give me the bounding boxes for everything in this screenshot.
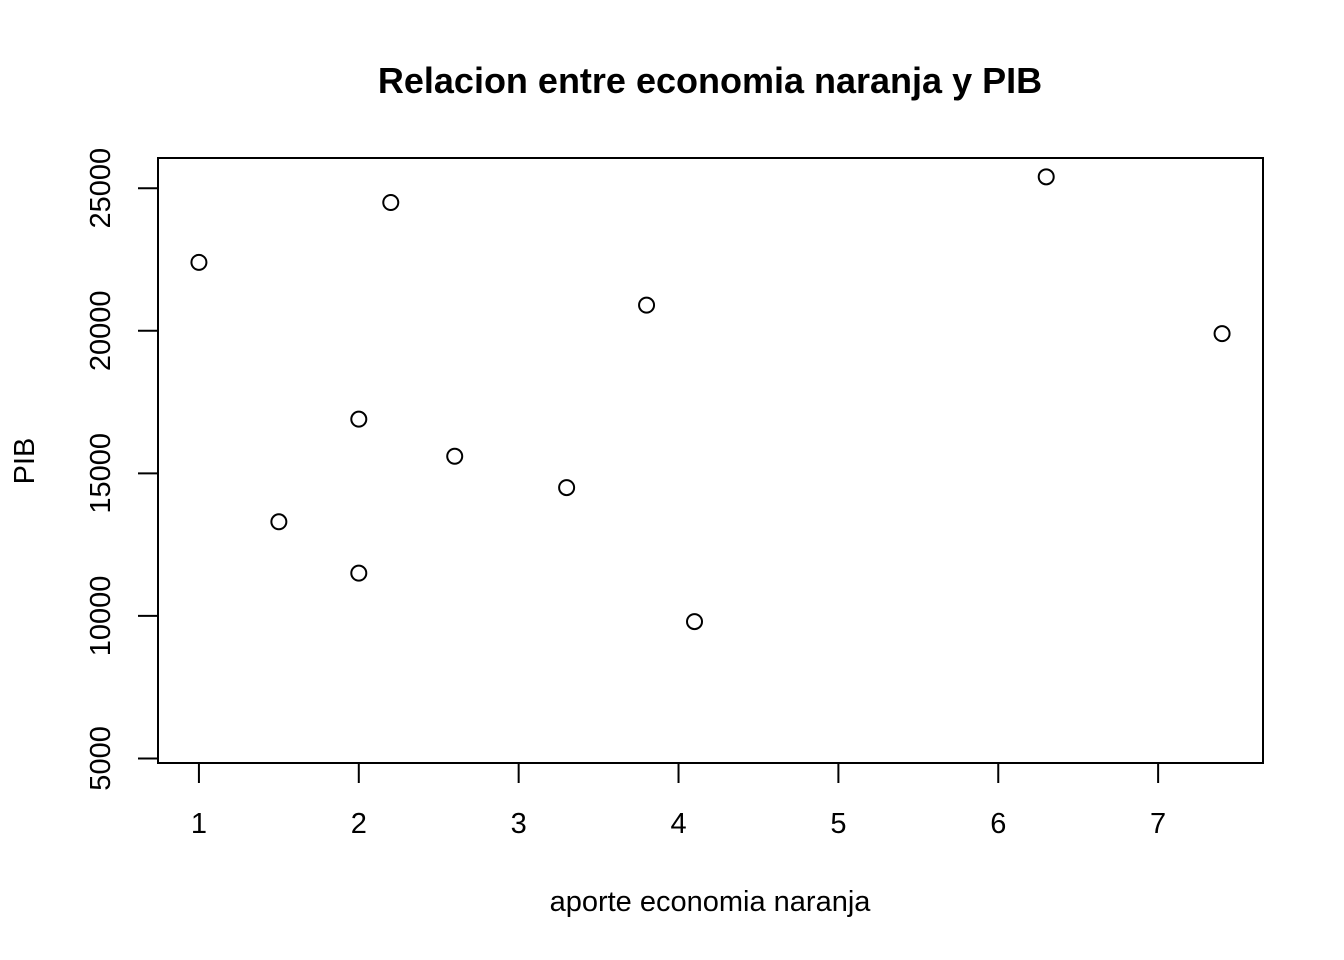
data-point xyxy=(446,447,464,465)
x-tick-label: 5 xyxy=(830,808,846,840)
x-axis: 1 2 3 4 5 6 7 xyxy=(191,762,1166,840)
y-tick-label: 20000 xyxy=(85,290,117,371)
y-tick-label: 5000 xyxy=(85,726,117,791)
x-tick-label: 6 xyxy=(990,808,1006,840)
y-axis-label: PIB xyxy=(9,438,41,485)
data-point xyxy=(558,479,576,497)
plot-frame xyxy=(157,157,1264,764)
y-tick-label: 25000 xyxy=(85,148,117,229)
y-axis: 5000 10000 15000 20000 25000 xyxy=(85,148,159,791)
y-tick-label: 10000 xyxy=(85,576,117,657)
data-point xyxy=(638,296,656,314)
chart-title: Relacion entre economia naranja y PIB xyxy=(378,60,1042,101)
x-tick-label: 4 xyxy=(670,808,686,840)
x-tick-label: 1 xyxy=(191,808,207,840)
x-tick-label: 2 xyxy=(351,808,367,840)
data-point xyxy=(350,564,368,582)
data-point xyxy=(382,193,400,211)
data-point xyxy=(1213,325,1231,343)
data-point xyxy=(1037,168,1055,186)
y-tick-label: 15000 xyxy=(85,433,117,514)
x-tick-label: 3 xyxy=(511,808,527,840)
x-tick-label: 7 xyxy=(1150,808,1166,840)
x-axis-label: aporte economia naranja xyxy=(550,886,872,918)
data-points xyxy=(190,168,1231,631)
data-point xyxy=(350,410,368,428)
data-point xyxy=(190,253,208,271)
data-point xyxy=(686,613,704,631)
data-point xyxy=(270,513,288,531)
